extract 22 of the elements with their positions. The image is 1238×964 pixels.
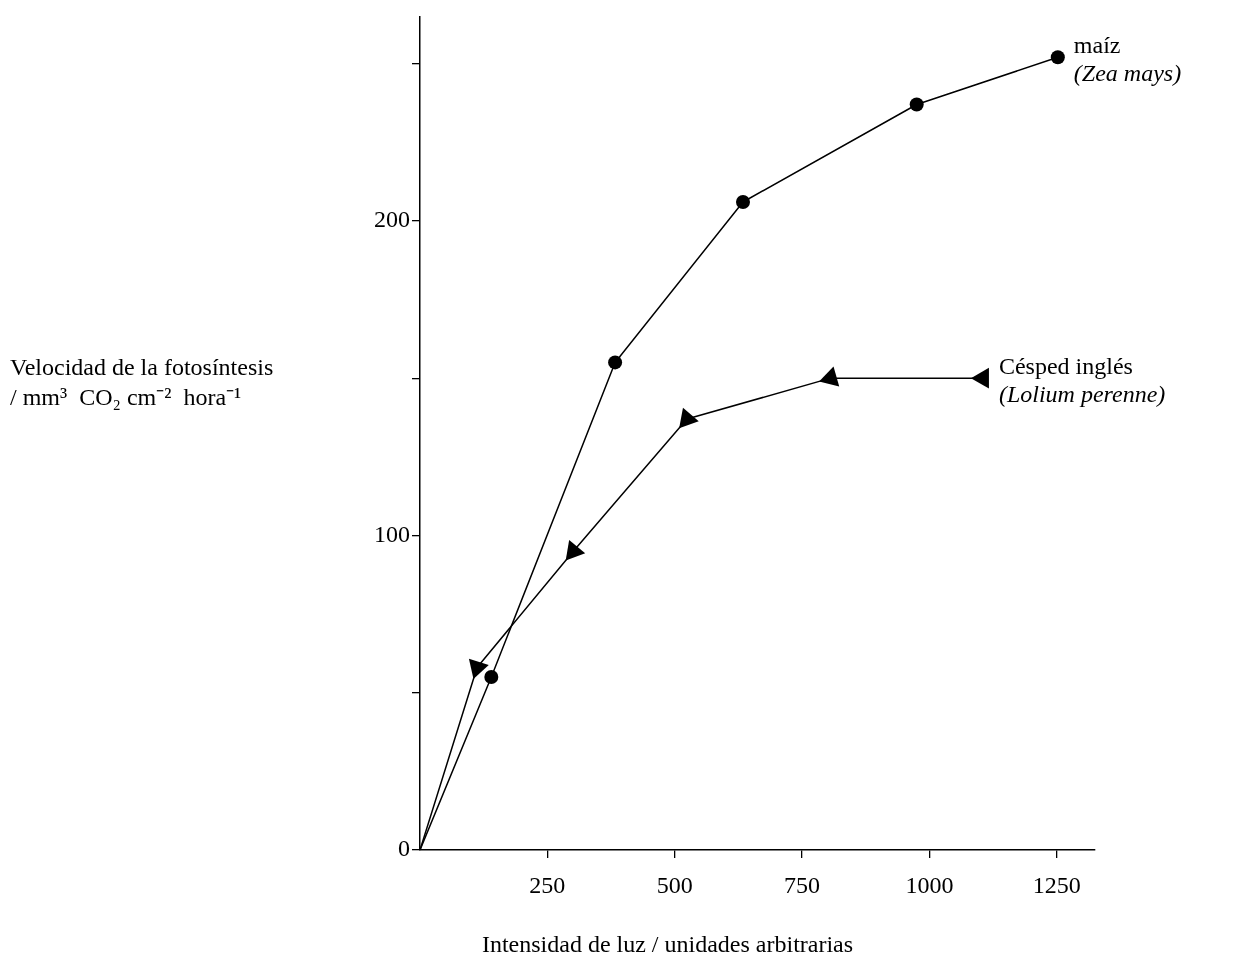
x-tick-label: 1250 [1032, 871, 1081, 898]
point [484, 669, 499, 684]
y-tick-label: 200 [374, 206, 410, 233]
x-tick-label: 500 [656, 871, 693, 898]
point [1050, 50, 1065, 65]
x-tick-label: 1000 [905, 871, 954, 898]
annotation: (Zea mays) [1073, 60, 1182, 87]
point [735, 194, 750, 209]
point [679, 407, 699, 429]
y-tick-label: 0 [398, 835, 410, 862]
x-axis-title: Intensidad de luz / unidades arbitrarias [481, 931, 854, 957]
y-axis-title: Velocidad de la fotosíntesis / mm³ CO₂ cm⁻² hora⁻¹ [10, 353, 274, 410]
series-label: Césped inglés [998, 353, 1133, 380]
annotation: (Lolium perenne) [998, 381, 1166, 408]
point [565, 539, 586, 561]
y-tick-label: 100 [374, 520, 410, 547]
x-tick-label: 250 [529, 871, 566, 898]
series-label: maíz [1073, 32, 1121, 59]
x-tick-label: 750 [784, 871, 821, 898]
point [909, 97, 924, 112]
point [819, 366, 840, 387]
point [608, 355, 623, 370]
